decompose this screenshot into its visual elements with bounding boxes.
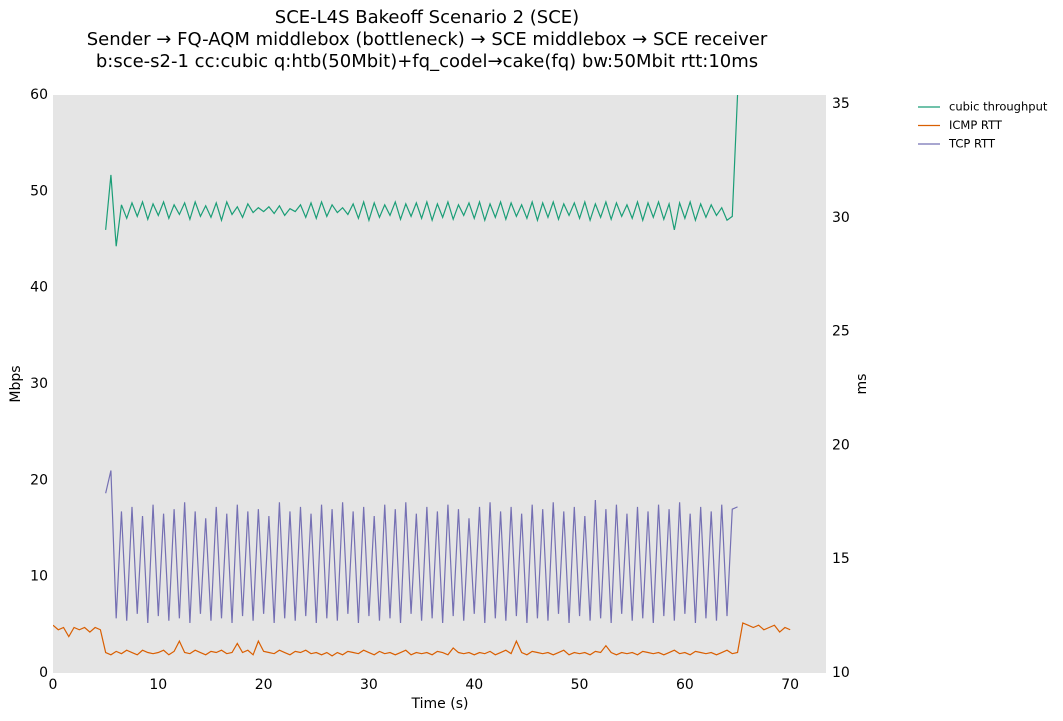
plot-lines — [53, 95, 791, 657]
chart-subtitle: b:sce-s2-1 cc:cubic q:htb(50Mbit)+fq_cod… — [96, 51, 758, 72]
x-tick-label: 30 — [360, 677, 378, 693]
legend-label: ICMP RTT — [949, 118, 1003, 132]
plot-area — [53, 95, 826, 673]
y2-tick-label: 35 — [832, 96, 850, 112]
series-line — [105, 470, 738, 623]
y2-tick-label: 20 — [832, 437, 850, 453]
y2-tick-label: 25 — [832, 324, 850, 340]
y-tick-label: 10 — [30, 569, 48, 585]
x-axis-label: Time (s) — [411, 696, 469, 712]
y2-tick-label: 10 — [832, 665, 850, 681]
y2-axis-label: ms — [854, 374, 870, 395]
y2-tick-label: 15 — [832, 551, 850, 567]
x-tick-label: 20 — [255, 677, 273, 693]
legend-label: TCP RTT — [948, 137, 996, 151]
series-line — [105, 95, 739, 247]
y-tick-label: 20 — [30, 472, 48, 488]
series-line — [53, 622, 791, 657]
y-tick-label: 40 — [30, 280, 48, 296]
x-tick-label: 50 — [571, 677, 589, 693]
y2-tick-label: 30 — [832, 210, 850, 226]
y-tick-label: 30 — [30, 376, 48, 392]
x-tick-label: 0 — [49, 677, 58, 693]
y-tick-label: 0 — [39, 665, 48, 681]
x-tick-label: 60 — [676, 677, 694, 693]
chart-subtitle: Sender → FQ-AQM middlebox (bottleneck) →… — [87, 29, 768, 50]
x-tick-label: 70 — [781, 677, 799, 693]
y-tick-label: 50 — [30, 183, 48, 199]
x-tick-label: 10 — [149, 677, 167, 693]
y-axis-label: Mbps — [8, 365, 24, 402]
legend-label: cubic throughput — [949, 100, 1048, 114]
chart-title: SCE-L4S Bakeoff Scenario 2 (SCE) — [275, 7, 579, 28]
y-tick-label: 60 — [30, 87, 48, 103]
x-tick-label: 40 — [465, 677, 483, 693]
